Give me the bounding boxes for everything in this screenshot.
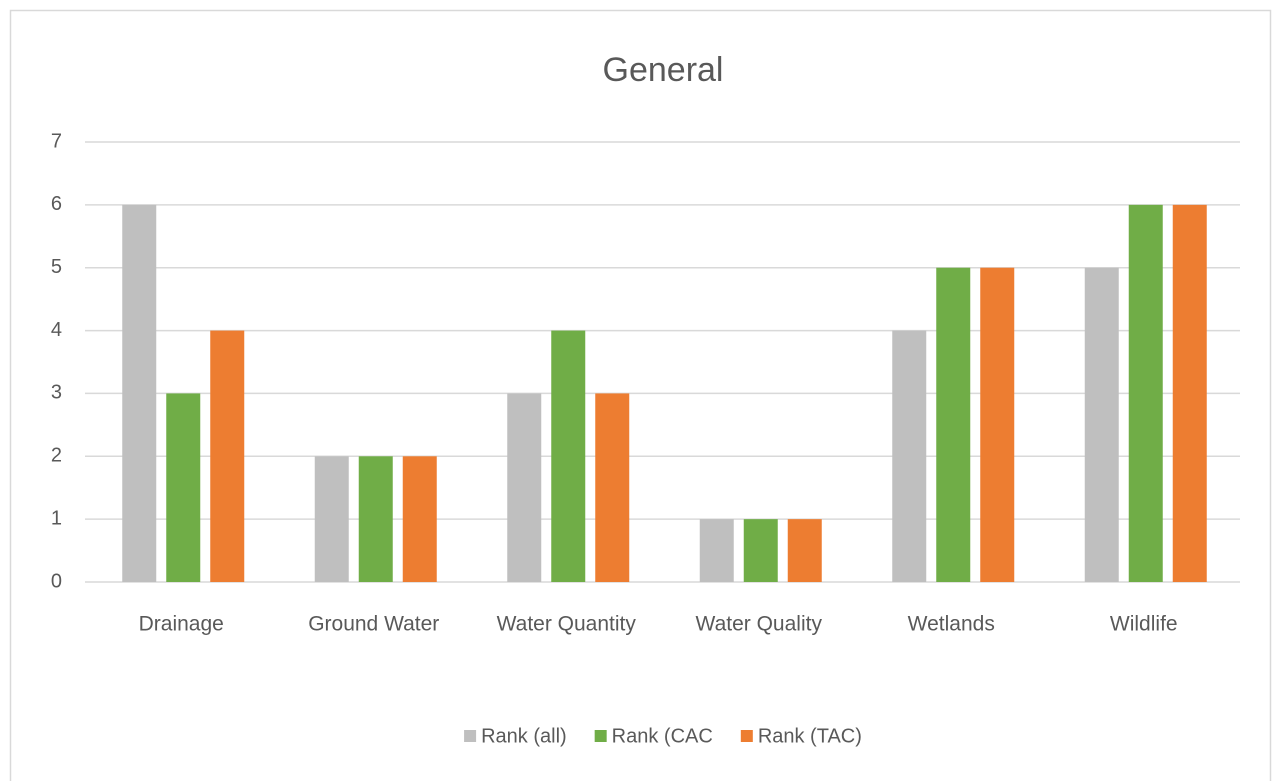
legend-swatch	[464, 730, 477, 742]
legend-label: Rank (CAC	[612, 725, 713, 747]
y-tick-label: 4	[51, 319, 62, 341]
y-tick-label: 2	[51, 445, 62, 467]
bar	[210, 330, 245, 582]
y-tick-label: 6	[51, 193, 62, 215]
bar	[551, 330, 586, 582]
y-tick-label: 3	[51, 382, 62, 404]
bar	[787, 519, 822, 582]
bar	[595, 393, 630, 582]
bar	[892, 330, 927, 582]
bar	[402, 456, 437, 582]
bar	[314, 456, 349, 582]
x-tick-label: Wildlife	[1110, 613, 1178, 636]
y-tick-label: 1	[51, 507, 62, 529]
bar	[980, 267, 1015, 582]
x-tick-label: Ground Water	[308, 613, 439, 636]
legend-swatch	[594, 730, 607, 742]
y-tick-label: 7	[51, 130, 62, 152]
chart-title: General	[603, 51, 724, 89]
x-tick-label: Wetlands	[908, 613, 995, 636]
x-tick-label: Drainage	[139, 613, 224, 636]
bar	[743, 519, 778, 582]
bar	[166, 393, 201, 582]
legend-swatch	[740, 730, 753, 742]
y-tick-label: 0	[51, 570, 62, 592]
x-tick-label: Water Quantity	[497, 613, 637, 636]
bar	[358, 456, 393, 582]
bar	[507, 393, 542, 582]
legend-label: Rank (TAC)	[758, 725, 862, 747]
bar	[1128, 204, 1163, 582]
bar	[699, 519, 734, 582]
bar	[1172, 204, 1207, 582]
bar	[1084, 267, 1119, 582]
y-tick-label: 5	[51, 256, 62, 278]
legend-label: Rank (all)	[481, 725, 567, 747]
x-tick-label: Water Quality	[696, 613, 823, 636]
bar	[936, 267, 971, 582]
bar	[122, 204, 157, 582]
